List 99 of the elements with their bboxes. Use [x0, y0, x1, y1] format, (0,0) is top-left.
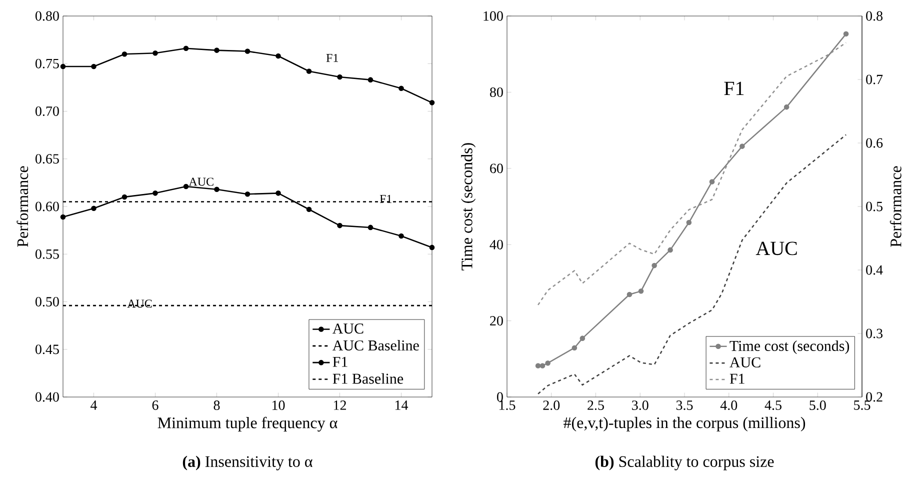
y-tick-label: 0.55: [36, 249, 59, 259]
y-tick-label: 0.70: [36, 106, 59, 116]
point: [337, 222, 342, 228]
y-tick-label: 80: [490, 87, 503, 97]
x-tick-label: 4.0: [720, 400, 738, 410]
point: [572, 345, 578, 351]
x-tick-label: 2.5: [588, 400, 604, 410]
x-tick-label: 10: [272, 400, 285, 410]
annotation: F1: [724, 82, 744, 95]
legend-label: F1: [730, 374, 744, 384]
legend-label: F1: [332, 356, 348, 367]
point: [337, 74, 342, 80]
y-tick-label: 0.65: [36, 154, 59, 164]
line-series: [537, 134, 847, 394]
y-tick-label: 100: [484, 11, 503, 21]
point: [652, 262, 657, 268]
point: [276, 190, 281, 196]
x-axis-title: #(e,v,t)-tuples in the corpus (millions): [564, 416, 806, 432]
y2-tick-label: 0.3: [866, 328, 882, 338]
y2-tick-label: 0.7: [866, 74, 883, 84]
point: [668, 247, 673, 253]
x-tick-label: 12: [334, 400, 346, 410]
point: [122, 194, 128, 200]
point: [91, 206, 96, 212]
point: [843, 31, 849, 37]
y-tick-label: 0.75: [36, 58, 59, 68]
y-tick-label: 0.50: [36, 296, 59, 307]
y-tick-label: 40: [490, 240, 503, 250]
point: [122, 51, 128, 57]
point: [306, 68, 312, 74]
annotation: F1: [326, 54, 338, 62]
point: [214, 48, 220, 53]
legend-label: AUC: [730, 357, 760, 368]
x-tick-label: 1.5: [499, 400, 516, 410]
point: [183, 46, 189, 52]
point: [398, 233, 404, 239]
x-tick-label: 8: [214, 400, 220, 410]
point: [368, 77, 374, 82]
point: [535, 363, 541, 368]
y-tick-label: 0.40: [36, 392, 59, 402]
point: [276, 53, 281, 59]
point: [740, 144, 745, 149]
point: [214, 186, 220, 192]
x-tick-label: 6: [152, 400, 158, 410]
point: [784, 104, 790, 110]
text: (b) Scalablity to corpus size: [595, 456, 774, 470]
point: [686, 220, 692, 226]
y-tick-label: 0.60: [36, 202, 59, 212]
y-tick-label: 0.45: [36, 344, 59, 354]
legend-label: Time cost (seconds): [730, 340, 850, 354]
annotation: AUC: [188, 178, 214, 186]
point: [60, 214, 66, 220]
y2-axis-title: Performance: [890, 166, 902, 247]
point: [540, 363, 546, 368]
y-axis-title: Performance: [16, 166, 28, 247]
x-tick-label: 2.0: [543, 400, 560, 410]
y2-tick-label: 0.6: [866, 138, 883, 148]
y2-tick-label: 0.5: [866, 202, 882, 212]
point: [709, 179, 715, 184]
y-tick-label: 0.80: [36, 11, 59, 21]
y-axis-title: Time cost (seconds): [461, 143, 476, 270]
x-tick-label: 14: [395, 400, 408, 410]
point: [368, 224, 374, 230]
point: [429, 244, 435, 250]
point: [183, 184, 189, 190]
y2-tick-label: 0.4: [866, 265, 883, 275]
legend-label: AUC Baseline: [332, 340, 419, 351]
annotation: AUC: [756, 242, 797, 256]
point: [429, 100, 435, 106]
x-tick-label: 5.5: [854, 400, 870, 410]
point: [638, 288, 644, 294]
point: [91, 64, 96, 70]
y-tick-label: 0: [497, 392, 503, 402]
annotation: AUC: [127, 300, 152, 308]
x-tick-label: 4.5: [764, 400, 782, 410]
line-series: [537, 42, 847, 306]
point: [244, 191, 250, 197]
legend-label: F1 Baseline: [332, 373, 404, 384]
y2-tick-label: 0.2: [866, 392, 882, 402]
point: [626, 292, 632, 298]
point: [244, 48, 250, 54]
legend-label: AUC: [332, 324, 364, 334]
text: (a) Insensitivity to α: [182, 456, 312, 470]
x-axis-title: Minimum tuple frequency α: [158, 416, 338, 432]
y2-tick-label: 0.8: [866, 11, 882, 21]
point: [580, 336, 586, 341]
x-tick-label: 4: [90, 400, 98, 410]
point: [60, 64, 66, 70]
point: [152, 50, 158, 56]
point: [545, 360, 550, 366]
annotation: F1: [380, 194, 392, 203]
x-tick-label: 5.0: [810, 400, 826, 410]
point: [398, 86, 404, 92]
point: [306, 206, 312, 212]
x-tick-label: 3.0: [632, 400, 648, 410]
y-tick-label: 20: [490, 316, 503, 326]
point: [152, 190, 158, 196]
y-tick-label: 60: [490, 164, 503, 174]
x-tick-label: 3.5: [676, 400, 693, 410]
